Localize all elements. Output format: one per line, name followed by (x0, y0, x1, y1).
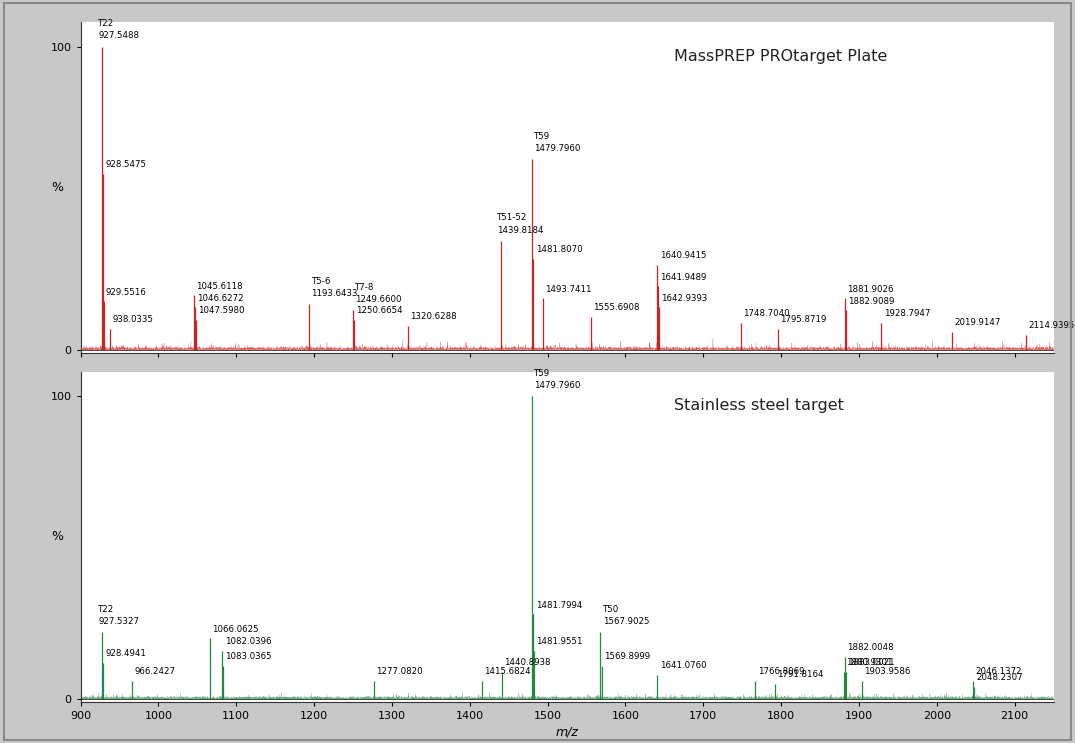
Text: T22: T22 (98, 605, 114, 614)
Text: 1320.6288: 1320.6288 (411, 312, 457, 321)
Text: 938.0335: 938.0335 (113, 315, 154, 324)
Text: 1249.6600: 1249.6600 (355, 296, 402, 305)
Text: 1882.0048: 1882.0048 (847, 643, 894, 652)
Text: 1440.8938: 1440.8938 (504, 658, 550, 667)
Text: 1795.8719: 1795.8719 (780, 315, 827, 324)
Text: 1880.9301: 1880.9301 (846, 658, 893, 667)
Text: 1791.8164: 1791.8164 (777, 670, 823, 679)
Text: 1046.6272: 1046.6272 (197, 294, 244, 303)
Text: MassPREP PROtarget Plate: MassPREP PROtarget Plate (674, 49, 888, 64)
Text: 1766.8069: 1766.8069 (758, 667, 804, 676)
Text: 1928.7947: 1928.7947 (884, 309, 930, 318)
Text: 1082.0396: 1082.0396 (225, 637, 271, 646)
Text: 1045.6118: 1045.6118 (197, 282, 243, 291)
Text: Stainless steel target: Stainless steel target (674, 398, 844, 413)
Text: 1640.9415: 1640.9415 (660, 251, 706, 260)
Text: 966.2427: 966.2427 (134, 667, 175, 676)
Text: 2048.2307: 2048.2307 (976, 673, 1023, 682)
Text: 1479.7960: 1479.7960 (534, 143, 580, 153)
Text: T5-6: T5-6 (312, 277, 331, 286)
Text: 1481.8070: 1481.8070 (535, 245, 583, 254)
Text: 2046.1372: 2046.1372 (975, 667, 1021, 676)
Text: 1641.9489: 1641.9489 (660, 273, 706, 282)
Text: 1479.7960: 1479.7960 (534, 380, 580, 389)
Text: T50: T50 (603, 605, 619, 614)
Text: 1277.0820: 1277.0820 (376, 667, 424, 676)
Text: 1193.6433: 1193.6433 (312, 289, 358, 299)
Text: T51-52: T51-52 (497, 213, 527, 222)
Text: 1066.0625: 1066.0625 (212, 625, 259, 634)
Text: 2114.9395: 2114.9395 (1029, 321, 1075, 330)
Text: 929.5516: 929.5516 (106, 288, 147, 296)
Text: T59: T59 (534, 132, 550, 140)
Text: 1882.9089: 1882.9089 (848, 297, 894, 306)
Text: 2019.9147: 2019.9147 (955, 318, 1001, 327)
Text: 1903.9586: 1903.9586 (864, 667, 911, 676)
Text: 1748.7040: 1748.7040 (744, 309, 790, 318)
Text: 1555.6908: 1555.6908 (593, 303, 640, 312)
Text: 927.5327: 927.5327 (98, 617, 139, 626)
Text: 1569.8999: 1569.8999 (604, 652, 650, 661)
Text: 1439.8184: 1439.8184 (497, 226, 543, 235)
Text: T59: T59 (534, 369, 550, 377)
Text: 1883.0021: 1883.0021 (848, 658, 894, 667)
Text: %: % (52, 181, 63, 194)
Text: 1481.7994: 1481.7994 (535, 600, 583, 609)
Text: 1083.0365: 1083.0365 (226, 652, 272, 661)
Text: 1881.9026: 1881.9026 (847, 285, 893, 293)
Text: 1250.6654: 1250.6654 (356, 306, 402, 315)
Text: 928.5475: 928.5475 (105, 160, 146, 169)
Text: T7-8: T7-8 (355, 283, 374, 292)
Text: 1642.9393: 1642.9393 (661, 294, 707, 303)
Text: 1641.0760: 1641.0760 (660, 661, 706, 670)
Text: T22: T22 (98, 19, 114, 28)
Text: 1415.6824: 1415.6824 (485, 667, 531, 676)
Text: %: % (52, 531, 63, 543)
Text: 1481.9551: 1481.9551 (536, 637, 583, 646)
Text: 1047.5980: 1047.5980 (198, 306, 244, 315)
X-axis label: m/z: m/z (556, 725, 578, 739)
Text: 927.5488: 927.5488 (98, 31, 139, 40)
Text: 1567.9025: 1567.9025 (603, 617, 649, 626)
Text: 1493.7411: 1493.7411 (545, 285, 591, 293)
Text: 928.4941: 928.4941 (105, 649, 146, 658)
